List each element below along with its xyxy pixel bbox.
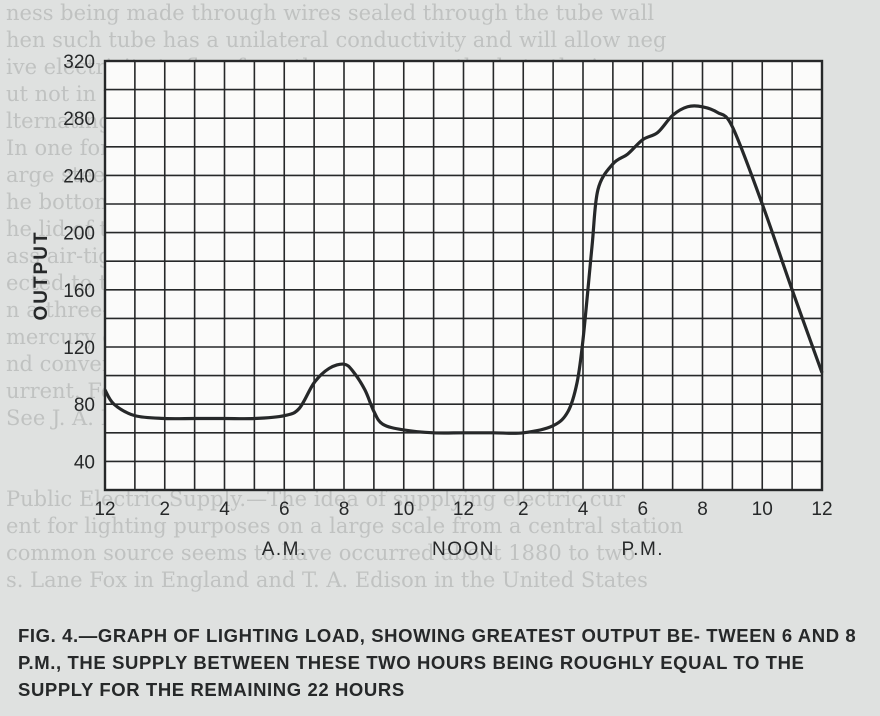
figure-caption: FIG. 4.—GRAPH OF LIGHTING LOAD, SHOWING … <box>18 625 857 700</box>
background-text-line: s. Lane Fox in England and T. A. Edison … <box>6 568 648 592</box>
x-tick-label: 12 <box>811 499 832 520</box>
x-tick-label: 10 <box>393 499 414 520</box>
x-tick-label: 2 <box>159 499 170 520</box>
y-tick-label: 200 <box>63 224 95 245</box>
y-axis-ticks: 40 80 120 160 200 240 280 320 <box>63 52 95 473</box>
x-tick-label: 12 <box>453 499 474 520</box>
period-labels: A.M. NOON P.M. <box>262 539 664 560</box>
plot-border <box>103 59 824 492</box>
background-text-line: common source seems to have occurred abo… <box>6 541 636 565</box>
x-tick-label: 6 <box>637 499 648 520</box>
background-text-line: hen such tube has a unilateral conductiv… <box>6 28 667 52</box>
x-tick-label: 4 <box>578 499 589 520</box>
y-tick-label: 320 <box>63 52 95 73</box>
y-tick-label: 120 <box>63 338 95 359</box>
y-tick-label: 240 <box>63 166 95 187</box>
period-label: A.M. <box>262 539 307 560</box>
chart-grid <box>103 59 824 492</box>
x-tick-label: 10 <box>752 499 773 520</box>
background-text-line: ness being made through wires sealed thr… <box>6 1 655 25</box>
period-label: NOON <box>432 539 495 560</box>
y-tick-label: 160 <box>63 281 95 302</box>
x-tick-label: 6 <box>279 499 290 520</box>
x-tick-label: 8 <box>339 499 350 520</box>
y-axis-label: OUTPUT <box>31 230 52 320</box>
background-text-line: ent for lighting purposes on a large sca… <box>6 514 684 538</box>
period-label: P.M. <box>621 539 664 560</box>
load-curve <box>103 104 824 435</box>
x-tick-label: 4 <box>219 499 230 520</box>
x-tick-label: 8 <box>697 499 708 520</box>
y-tick-label: 40 <box>74 452 95 473</box>
x-axis-ticks: 12 2 4 6 8 10 12 2 4 6 8 10 12 <box>94 499 832 520</box>
x-tick-label: 2 <box>518 499 529 520</box>
series-group <box>103 104 824 435</box>
y-tick-label: 80 <box>74 395 95 416</box>
y-tick-label: 280 <box>63 109 95 130</box>
x-tick-label: 12 <box>94 499 115 520</box>
